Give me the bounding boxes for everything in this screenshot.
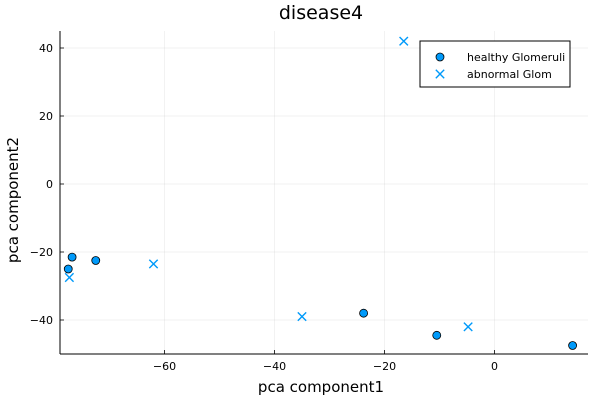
legend-marker-abnormal <box>435 69 445 79</box>
x-axis-ticks: −60 −40 −20 0 <box>153 350 498 373</box>
y-axis-title: pca component2 <box>4 137 22 263</box>
x-tick-label: 0 <box>491 360 498 373</box>
healthy-point <box>67 252 77 262</box>
y-tick-label: 0 <box>46 178 53 191</box>
y-tick-label: −20 <box>30 246 53 259</box>
healthy-point <box>432 330 442 340</box>
y-tick-label: 20 <box>39 110 53 123</box>
chart-title: disease4 <box>279 2 363 24</box>
legend-label-healthy: healthy Glomeruli <box>467 51 565 64</box>
x-tick-label: −20 <box>373 360 396 373</box>
abnormal-point <box>148 259 159 269</box>
healthy-point <box>568 341 577 350</box>
abnormal-point <box>64 272 75 283</box>
abnormal-point <box>463 322 473 332</box>
legend-box <box>419 40 571 88</box>
y-tick-label: −40 <box>30 314 53 327</box>
abnormal-point <box>399 36 409 46</box>
x-tick-label: −40 <box>263 360 286 373</box>
y-axis-ticks: −40 −20 0 20 40 <box>30 42 64 327</box>
legend: healthy Glomeruli abnormal Glom <box>419 40 571 88</box>
legend-marker-healthy <box>435 52 445 62</box>
healthy-point <box>359 308 369 318</box>
healthy-point <box>91 256 101 265</box>
data-points <box>63 36 577 350</box>
legend-label-abnormal: abnormal Glom <box>467 68 552 81</box>
healthy-point <box>63 264 73 274</box>
axes <box>59 31 588 355</box>
x-tick-label: −60 <box>153 360 176 373</box>
abnormal-point <box>297 311 307 322</box>
x-axis-title: pca component1 <box>258 378 384 396</box>
y-tick-label: 40 <box>39 42 53 55</box>
